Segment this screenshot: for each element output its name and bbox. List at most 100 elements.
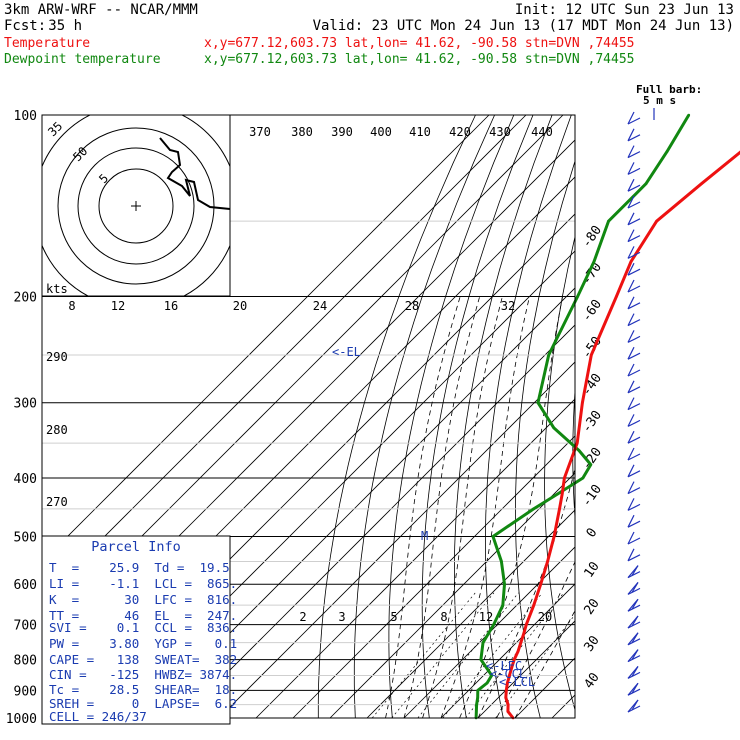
- isotherm: [42, 115, 527, 600]
- wind-barb: [627, 335, 641, 343]
- speed-tick: 32: [501, 299, 515, 313]
- hodograph-ring: [77, 147, 195, 265]
- temperature-tick-label: -60: [579, 297, 605, 325]
- dry-adiabat: [317, 115, 476, 718]
- temperature-tick-label: 0: [584, 525, 601, 540]
- sounding-point: [522, 632, 525, 636]
- sounding-point: [532, 603, 536, 607]
- speed-tick: 28: [405, 299, 419, 313]
- pressure-tick-label: 500: [14, 530, 37, 545]
- temperature-tick-label: 10: [581, 559, 602, 580]
- wind-barb-flag: [627, 279, 635, 293]
- wind-barb: [627, 251, 641, 259]
- wind-barb-flag: [627, 380, 635, 394]
- isotherm: [42, 115, 490, 563]
- wind-barb: [627, 235, 641, 243]
- sounding-point: [607, 219, 610, 223]
- isotherm: [589, 115, 740, 718]
- full-barb-value: 5 m s: [643, 94, 676, 107]
- wind-barb: [627, 167, 641, 175]
- wind-barb-flag: [627, 162, 635, 175]
- sounding-point: [491, 535, 495, 538]
- wind-barb: [627, 218, 641, 226]
- sounding-point: [581, 401, 584, 405]
- dry-adiabat: [454, 115, 553, 718]
- thetae-labels: 290 280 270: [46, 350, 68, 509]
- hodograph-trace: [159, 137, 231, 210]
- wind-barb-flag: [627, 262, 635, 276]
- sounding-point: [547, 353, 550, 357]
- parcel-info-row: CIN = -125 HWBZ= 3874.: [49, 667, 237, 682]
- wind-barbs: [627, 108, 655, 713]
- dry-adiabat: [678, 115, 740, 718]
- temperature-tick-label: -20: [579, 445, 605, 473]
- wind-barb-flag: [627, 246, 635, 259]
- wind-barb-flag: [631, 598, 639, 610]
- sounding-point: [687, 113, 691, 117]
- sounding-point: [490, 674, 494, 677]
- wind-barb: [627, 419, 641, 427]
- wind-barb: [627, 302, 641, 310]
- model-title: 3km ARW-WRF -- NCAR/MMM: [4, 2, 198, 18]
- parcel-info-row: SVI = 0.1 CCL = 836.: [49, 620, 237, 635]
- wind-barb: [627, 319, 641, 327]
- sounding-point: [481, 641, 485, 644]
- legend-dewpoint-location: x,y=677.12,603.73 lat,lon= 41.62, -90.58…: [204, 52, 634, 67]
- sounding-point: [492, 623, 496, 626]
- wind-barb-flag: [631, 666, 639, 677]
- sounding-point: [576, 295, 579, 298]
- dry-adiabat: [353, 115, 495, 718]
- wind-barb: [627, 671, 641, 679]
- temperature-tick-label: 30: [581, 633, 602, 654]
- sounding-point: [503, 582, 506, 586]
- sounding-point: [532, 507, 535, 511]
- sounding-point: [575, 441, 579, 445]
- wind-barb: [627, 537, 641, 545]
- sounding-point: [700, 182, 703, 185]
- sounding-point: [476, 696, 480, 699]
- sounding-point: [552, 535, 556, 538]
- temperature-tick-label: -80: [579, 223, 605, 251]
- theta-label: 380: [291, 125, 313, 139]
- mixing-ratio-label: 2: [299, 610, 306, 624]
- dry-adiabat: [653, 115, 726, 718]
- sounding-point: [629, 260, 633, 263]
- wind-barb-flag: [627, 514, 635, 528]
- legend-temperature-location: x,y=677.12,603.73 lat,lon= 41.62, -90.58…: [204, 36, 634, 51]
- sounding-point: [512, 658, 516, 661]
- wind-barb: [627, 621, 641, 629]
- sounding-point: [592, 260, 596, 263]
- theta-label: 390: [331, 125, 353, 139]
- sounding-point: [665, 150, 669, 153]
- chart-header: 3km ARW-WRF -- NCAR/MMM Init: 12 UTC Sun…: [4, 2, 734, 67]
- pressure-tick-label: 100: [14, 109, 37, 124]
- wind-barb: [627, 184, 641, 192]
- sounding-point: [506, 710, 510, 713]
- dry-adiabat: [726, 115, 740, 718]
- mixing-ratio-label: 12: [479, 610, 493, 624]
- parcel-info-row: SREH = 0 LAPSE= 6.2: [49, 696, 237, 711]
- wind-barb-flag: [627, 178, 635, 192]
- sounding-point: [589, 463, 593, 466]
- thetae-label: 290: [46, 350, 68, 364]
- wind-barb-flag: [627, 229, 635, 242]
- wind-barb: [627, 268, 641, 276]
- wind-barb: [627, 436, 641, 444]
- temperature-tick-label: 40: [581, 670, 602, 691]
- wind-barb-flag: [631, 582, 639, 593]
- forecast-label: Fcst:: [4, 18, 46, 34]
- legend-dewpoint: Dewpoint temperature: [4, 52, 161, 67]
- isotherm: [366, 509, 575, 718]
- wind-barb-flag: [631, 649, 639, 660]
- speed-tick: 24: [313, 299, 327, 313]
- init-time: Init: 12 UTC Sun 23 Jun 13: [515, 2, 734, 18]
- sounding-point: [558, 507, 561, 511]
- mixing-ratio-label: 3: [338, 610, 345, 624]
- wind-barb: [627, 151, 641, 159]
- moist-adiabat: [496, 560, 575, 718]
- wind-barb-flag: [627, 548, 635, 562]
- wind-barb: [627, 285, 641, 293]
- sounding-point: [655, 219, 658, 223]
- mixing-ratio-labels: 2 3 5 8 12 20: [299, 610, 552, 624]
- sounding-point: [476, 689, 480, 692]
